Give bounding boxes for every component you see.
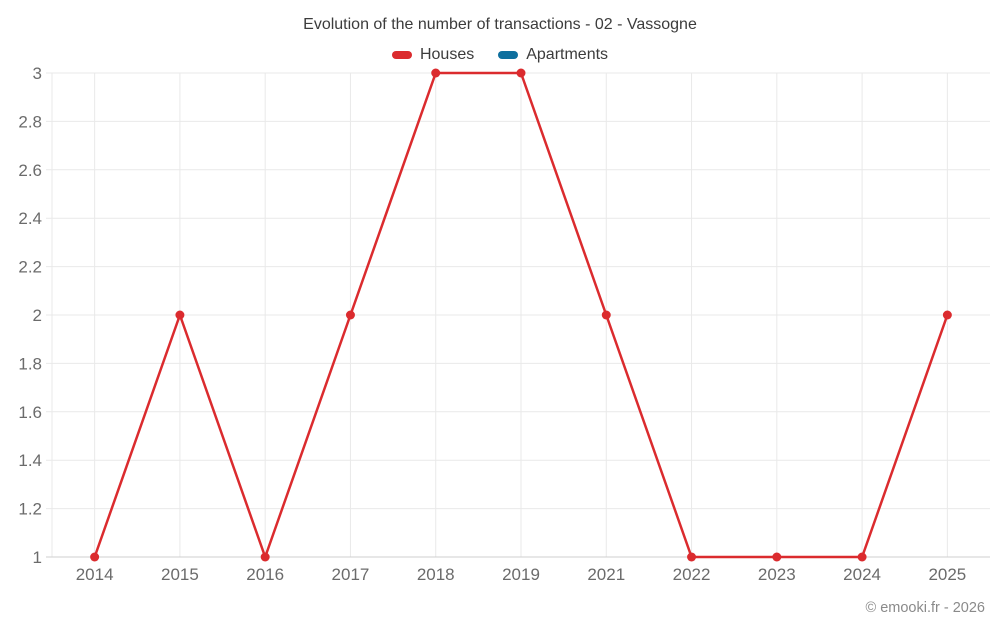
legend-swatch-apartments — [498, 51, 519, 59]
y-tick-label: 1.2 — [18, 500, 42, 519]
data-point-houses-2022[interactable] — [687, 552, 697, 562]
y-tick-label: 2.4 — [18, 209, 42, 228]
data-point-houses-2017[interactable] — [345, 310, 355, 320]
legend-label-houses: Houses — [419, 46, 475, 63]
data-point-houses-2016[interactable] — [260, 552, 270, 562]
data-point-houses-2019[interactable] — [516, 68, 526, 78]
x-tick-label: 2016 — [246, 565, 284, 584]
data-point-houses-2014[interactable] — [90, 552, 100, 562]
y-tick-label: 2.2 — [18, 258, 42, 277]
y-tick-label: 2.8 — [18, 112, 42, 131]
legend-item-apartments[interactable]: Apartments — [498, 46, 608, 64]
legend-item-houses[interactable]: Houses — [391, 46, 475, 64]
y-tick-label: 1.8 — [18, 354, 42, 373]
legend-label-apartments: Apartments — [526, 46, 609, 63]
x-tick-label: 2014 — [76, 565, 114, 584]
x-tick-label: 2021 — [587, 565, 625, 584]
y-tick-label: 1.6 — [18, 403, 42, 422]
y-tick-label: 1.4 — [18, 451, 42, 470]
data-point-houses-2018[interactable] — [431, 68, 441, 78]
x-tick-label: 2025 — [928, 565, 966, 584]
x-tick-label: 2015 — [161, 565, 199, 584]
x-tick-label: 2022 — [673, 565, 711, 584]
x-tick-label: 2019 — [502, 565, 540, 584]
x-tick-label: 2023 — [758, 565, 796, 584]
y-tick-label: 2.6 — [18, 161, 42, 180]
legend-swatch-houses — [391, 51, 412, 59]
copyright-text: © emooki.fr - 2026 — [865, 600, 985, 616]
y-tick-label: 2 — [33, 306, 42, 325]
y-tick-label: 1 — [33, 548, 42, 567]
data-point-houses-2024[interactable] — [857, 552, 867, 562]
x-tick-label: 2024 — [843, 565, 881, 584]
data-point-houses-2023[interactable] — [772, 552, 782, 562]
chart-title: Evolution of the number of transactions … — [303, 16, 697, 33]
y-tick-label: 3 — [33, 64, 42, 83]
x-tick-label: 2018 — [417, 565, 455, 584]
data-point-houses-2021[interactable] — [601, 310, 611, 320]
legend: Houses Apartments — [0, 46, 1000, 64]
x-tick-label: 2017 — [332, 565, 370, 584]
data-point-houses-2015[interactable] — [175, 310, 185, 320]
data-point-houses-2025[interactable] — [942, 310, 952, 320]
